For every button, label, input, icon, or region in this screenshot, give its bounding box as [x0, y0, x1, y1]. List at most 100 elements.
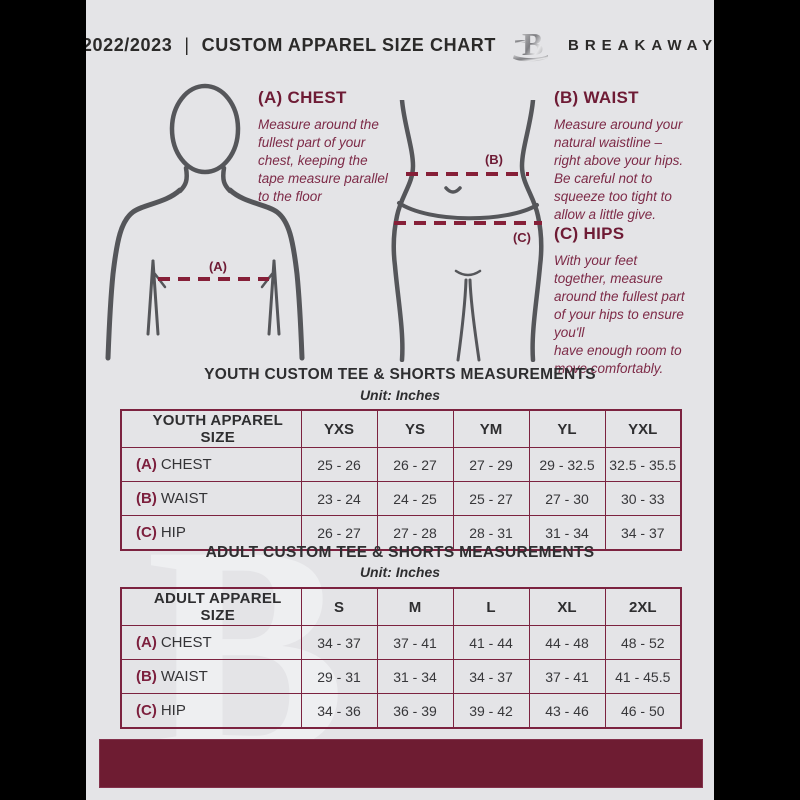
row-prefix: (C): [136, 702, 157, 719]
table-row: (C) HIP 26 - 27 27 - 28 28 - 31 31 - 34 3…: [120, 515, 682, 551]
season-label: 2022/2023: [86, 34, 173, 55]
adult-size-table: ADULT APPAREL SIZE S M L XL 2XL (A) CHEST…: [120, 587, 682, 729]
size-cell: 27 - 29: [452, 447, 530, 482]
size-cell: 43 - 46: [528, 693, 606, 729]
row-label-cell: (B) WAIST: [120, 659, 302, 694]
waist-instruction: (B) WAIST Measure around your natural wa…: [554, 88, 710, 224]
size-header-cell: YM: [452, 409, 530, 448]
size-cell: 24 - 25: [376, 481, 454, 516]
table-header-row: YOUTH APPAREL SIZE YXS YS YM YL YXL: [120, 409, 682, 448]
size-header-cell: M: [376, 587, 454, 626]
size-cell: 29 - 31: [300, 659, 378, 694]
size-cell: 34 - 37: [452, 659, 530, 694]
row-label: HIP: [160, 702, 186, 719]
size-cell: 36 - 39: [376, 693, 454, 729]
torso-chest-figure: (A): [105, 83, 305, 361]
size-cell: 37 - 41: [528, 659, 606, 694]
row-label: WAIST: [160, 668, 208, 685]
table-row: (A) CHEST 34 - 37 37 - 41 41 - 44 44 - 48…: [120, 625, 682, 660]
size-cell: 29 - 32.5: [528, 447, 606, 482]
row-prefix: (B): [136, 490, 157, 507]
svg-text:B: B: [522, 26, 543, 62]
row-label: WAIST: [160, 490, 208, 507]
size-cell: 34 - 36: [300, 693, 378, 729]
table-row: (A) CHEST 25 - 26 26 - 27 27 - 29 29 - 32…: [120, 447, 682, 482]
row-prefix: (A): [136, 634, 157, 651]
row-prefix: (B): [136, 668, 157, 685]
document-title: 2022/2023 | CUSTOM APPAREL SIZE CHART: [86, 35, 496, 56]
size-cell: 41 - 44: [452, 625, 530, 660]
waist-hips-figure: (B) (C): [391, 100, 544, 362]
size-cell: 26 - 27: [376, 447, 454, 482]
row-prefix: (A): [136, 456, 157, 473]
chest-line-label: (A): [209, 259, 227, 274]
size-cell: 26 - 27: [300, 515, 378, 551]
size-chart-document: B 2022/2023 | CUSTOM APPAREL SIZE CHART …: [86, 0, 714, 800]
waist-instruction-title: (B) WAIST: [554, 88, 639, 107]
document-header: 2022/2023 | CUSTOM APPAREL SIZE CHART B …: [86, 24, 714, 66]
measurement-diagram-section: (A) (B) (C) (A) CHEST Measure around the…: [86, 80, 714, 376]
row-label: HIP: [160, 524, 186, 541]
adult-table-title: ADULT CUSTOM TEE & SHORTS MEASUREMENTS: [205, 544, 595, 561]
size-cell: 41 - 45.5: [604, 659, 682, 694]
chest-instruction-title: (A) CHEST: [258, 88, 347, 107]
row-label-cell: (B) WAIST: [120, 481, 302, 516]
row-label: CHEST: [160, 634, 212, 651]
size-cell: 34 - 37: [604, 515, 682, 551]
size-cell: 25 - 26: [300, 447, 378, 482]
size-column-header: YOUTH APPAREL SIZE: [120, 409, 302, 448]
waist-instruction-body: Measure around your natural waistline – …: [554, 117, 684, 222]
row-label-cell: (C) HIP: [120, 693, 302, 729]
size-cell: 34 - 37: [300, 625, 378, 660]
size-cell: 28 - 31: [452, 515, 530, 551]
size-cell: 31 - 34: [376, 659, 454, 694]
brand-name: BREAKAWAY: [568, 36, 714, 54]
size-cell: 27 - 30: [528, 481, 606, 516]
youth-table-title: YOUTH CUSTOM TEE & SHORTS MEASUREMENTS: [204, 366, 596, 383]
adult-table-unit: Unit: Inches: [359, 564, 441, 580]
size-header-cell: L: [452, 587, 530, 626]
youth-size-table: YOUTH APPAREL SIZE YXS YS YM YL YXL (A) C…: [120, 409, 682, 551]
size-header-cell: YS: [376, 409, 454, 448]
hips-instruction: (C) HIPS With your feet together, measur…: [554, 224, 710, 378]
table-row: (B) WAIST 29 - 31 31 - 34 34 - 37 37 - 41…: [120, 659, 682, 694]
size-cell: 25 - 27: [452, 481, 530, 516]
table-row: (C) HIP 34 - 36 36 - 39 39 - 42 43 - 46 4…: [120, 693, 682, 729]
hips-instruction-body: With your feet together, measure around …: [554, 253, 685, 376]
size-cell: 27 - 28: [376, 515, 454, 551]
size-cell: 32.5 - 35.5: [604, 447, 682, 482]
size-header-cell: YXL: [604, 409, 682, 448]
size-header-cell: S: [300, 587, 378, 626]
size-cell: 30 - 33: [604, 481, 682, 516]
row-label-cell: (A) CHEST: [120, 447, 302, 482]
chest-instruction: (A) CHEST Measure around the fullest par…: [258, 88, 416, 206]
size-cell: 39 - 42: [452, 693, 530, 729]
hips-line-label: (C): [513, 230, 531, 245]
breakaway-logo-icon: B: [513, 26, 548, 62]
footer-bar: [99, 739, 703, 788]
waist-line-label: (B): [485, 152, 503, 167]
size-cell: 44 - 48: [528, 625, 606, 660]
size-cell: 46 - 50: [604, 693, 682, 729]
row-prefix: (C): [136, 524, 157, 541]
table-row: (B) WAIST 23 - 24 24 - 25 25 - 27 27 - 30…: [120, 481, 682, 516]
size-header-cell: YXS: [300, 409, 378, 448]
size-cell: 23 - 24: [300, 481, 378, 516]
size-cell: 37 - 41: [376, 625, 454, 660]
page-title: CUSTOM APPAREL SIZE CHART: [201, 34, 496, 55]
title-divider: |: [184, 34, 190, 55]
row-label: CHEST: [160, 456, 212, 473]
size-header-cell: 2XL: [604, 587, 682, 626]
size-cell: 48 - 52: [604, 625, 682, 660]
chest-instruction-body: Measure around the fullest part of your …: [258, 117, 388, 204]
table-header-row: ADULT APPAREL SIZE S M L XL 2XL: [120, 587, 682, 626]
size-cell: 31 - 34: [528, 515, 606, 551]
size-header-cell: XL: [528, 587, 606, 626]
size-header-cell: YL: [528, 409, 606, 448]
row-label-cell: (A) CHEST: [120, 625, 302, 660]
row-label-cell: (C) HIP: [120, 515, 302, 551]
hips-instruction-title: (C) HIPS: [554, 224, 625, 243]
size-column-header: ADULT APPAREL SIZE: [120, 587, 302, 626]
youth-table-unit: Unit: Inches: [359, 387, 441, 403]
